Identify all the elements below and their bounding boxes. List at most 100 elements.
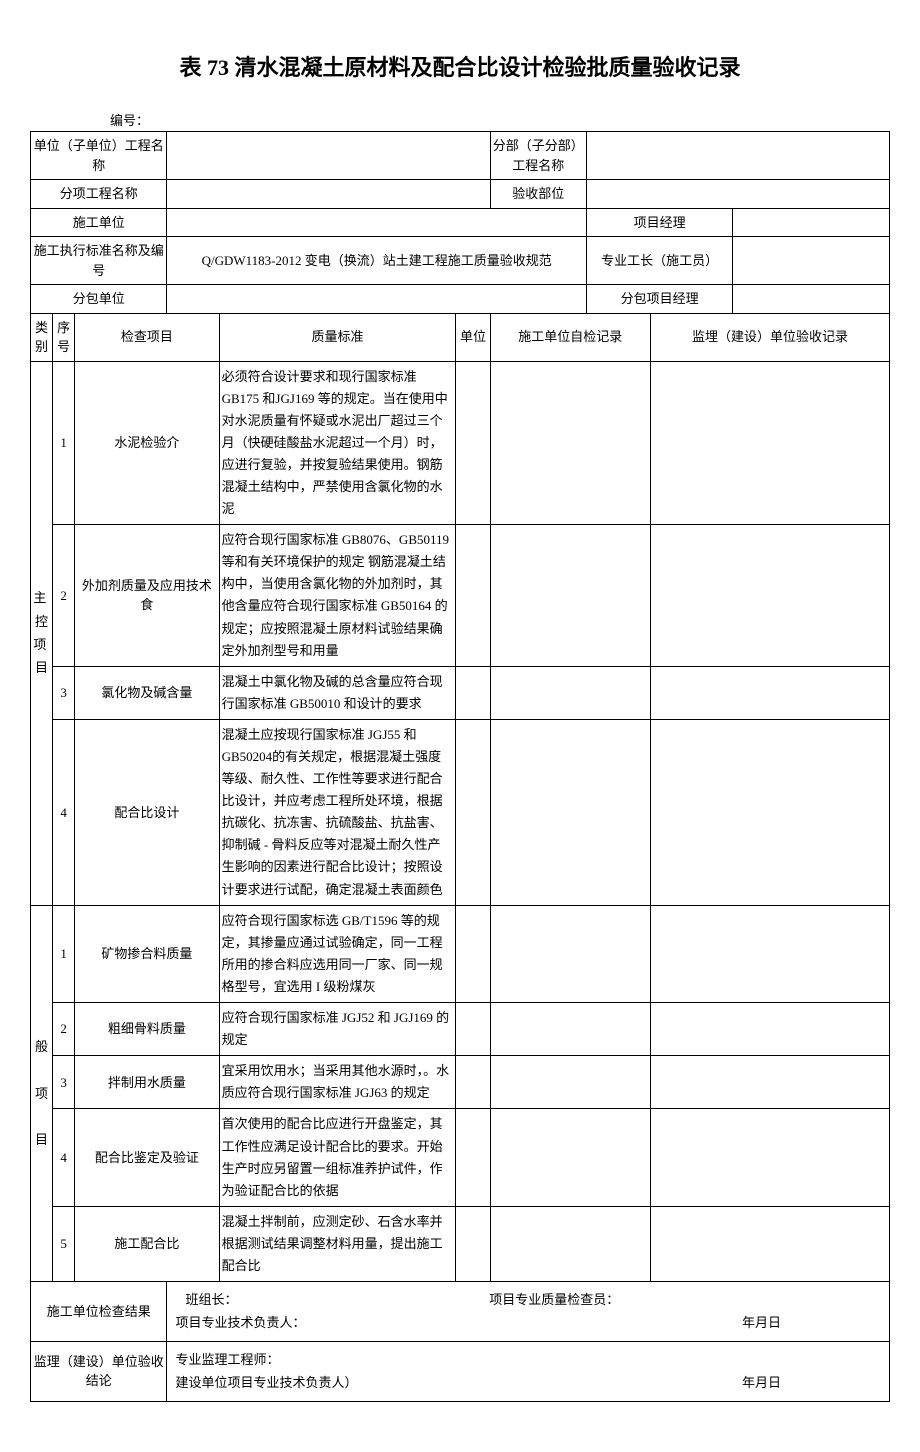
col-supervision: 监埋（建设）单位验收记录 — [651, 313, 890, 361]
seq: 3 — [53, 666, 75, 719]
doc-number-label: 编号： — [110, 110, 890, 129]
table-row: 5 施工配合比 混凝土拌制前，应测定砂、石含水率并根据测试结果调整材料用量，提出… — [31, 1206, 890, 1281]
table-row: 般项目 1 矿物掺合料质量 应符合现行国家标选 GB/T1596 等的规定，其掺… — [31, 905, 890, 1002]
construction-unit-value[interactable] — [167, 208, 586, 237]
check-item: 外加剂质量及应用技术食 — [75, 525, 220, 667]
standard-text: 混凝土中氯化物及碱的总含量应符合现行国家标准 GB50010 和设计的要求 — [219, 666, 456, 719]
table-row: 4 配合比鉴定及验证 首次使用的配合比应进行开盘鉴定，其工作性应满足设计配合比的… — [31, 1109, 890, 1206]
header-row: 单位（子单位）工程名称 分部（子分部）工程名称 — [31, 132, 890, 180]
pro-foreman-label: 专业工长（施工员） — [586, 237, 732, 285]
table-row: 3 拌制用水质量 宜采用饮用水；当采用其他水源时，。水质应符合现行国家标准 JG… — [31, 1056, 890, 1109]
supervisor-eng-label: 专业监理工程师： — [175, 1348, 881, 1371]
footer-row-check: 施工单位检查结果 班组长： 项目专业质量检查员： 项目专业技术负责人： 年月日 — [31, 1282, 890, 1342]
supervision-cell[interactable] — [651, 666, 890, 719]
self-check-cell[interactable] — [490, 1206, 651, 1281]
seq: 3 — [53, 1056, 75, 1109]
check-result-value[interactable]: 班组长： 项目专业质量检查员： 项目专业技术负责人： 年月日 — [167, 1282, 890, 1342]
date-label: 年月日 — [742, 1311, 781, 1334]
header-row: 分项工程名称 验收部位 — [31, 180, 890, 209]
unit-cell[interactable] — [456, 525, 490, 667]
supervision-cell[interactable] — [651, 1003, 890, 1056]
category-main: 主 控项 目 — [31, 361, 53, 905]
unit-cell[interactable] — [456, 666, 490, 719]
self-check-cell[interactable] — [490, 1003, 651, 1056]
header-row: 施工执行标准名称及编号 Q/GDW1183-2012 变电（换流）站土建工程施工… — [31, 237, 890, 285]
build-tech-leader-label: 建设单位项目专业技术负责人） — [175, 1375, 357, 1390]
header-row: 分包单位 分包项目经理 — [31, 285, 890, 314]
supervision-cell[interactable] — [651, 361, 890, 525]
unit-cell[interactable] — [456, 1003, 490, 1056]
supervision-cell[interactable] — [651, 1206, 890, 1281]
unit-project-value[interactable] — [167, 132, 490, 180]
unit-cell[interactable] — [456, 719, 490, 905]
unit-cell[interactable] — [456, 1206, 490, 1281]
col-self-check: 施工单位自检记录 — [490, 313, 651, 361]
construction-unit-label: 施工单位 — [31, 208, 167, 237]
standard-text: 混凝土应按现行国家标准 JGJ55 和 GB50204的有关规定，根据混凝土强度… — [219, 719, 456, 905]
seq: 5 — [53, 1206, 75, 1281]
table-row: 4 配合比设计 混凝土应按现行国家标准 JGJ55 和 GB50204的有关规定… — [31, 719, 890, 905]
standard-name-label: 施工执行标准名称及编号 — [31, 237, 167, 285]
project-manager-label: 项目经理 — [586, 208, 732, 237]
page-title: 表 73 清水混凝土原材料及配合比设计检验批质量验收记录 — [30, 50, 890, 82]
supervision-cell[interactable] — [651, 719, 890, 905]
check-result-label: 施工单位检查结果 — [31, 1282, 167, 1342]
supervision-cell[interactable] — [651, 905, 890, 1002]
seq: 4 — [53, 719, 75, 905]
check-item: 施工配合比 — [75, 1206, 220, 1281]
col-standard: 质量标准 — [219, 313, 456, 361]
self-check-cell[interactable] — [490, 905, 651, 1002]
unit-project-label: 单位（子单位）工程名称 — [31, 132, 167, 180]
unit-cell[interactable] — [456, 1109, 490, 1206]
item-project-label: 分项工程名称 — [31, 180, 167, 209]
column-header-row: 类别 序号 检查项目 质量标准 单位 施工单位自检记录 监埋（建设）单位验收记录 — [31, 313, 890, 361]
form-table: 单位（子单位）工程名称 分部（子分部）工程名称 分项工程名称 验收部位 施工单位… — [30, 131, 890, 1402]
self-check-cell[interactable] — [490, 1109, 651, 1206]
table-row: 主 控项 目 1 水泥检验介 必须符合设计要求和现行国家标准 GB175 和JG… — [31, 361, 890, 525]
item-project-value[interactable] — [167, 180, 490, 209]
subcontract-pm-value[interactable] — [733, 285, 890, 314]
table-row: 2 粗细骨料质量 应符合现行国家标准 JGJ52 和 JGJ169 的规定 — [31, 1003, 890, 1056]
subcontract-unit-value[interactable] — [167, 285, 586, 314]
standard-value: Q/GDW1183-2012 变电（换流）站土建工程施工质量验收规范 — [167, 237, 586, 285]
supervision-label: 监理（建设）单位验收结论 — [31, 1341, 167, 1401]
seq: 2 — [53, 1003, 75, 1056]
unit-cell[interactable] — [456, 1056, 490, 1109]
check-item: 矿物掺合料质量 — [75, 905, 220, 1002]
sub-project-label: 分部（子分部）工程名称 — [490, 132, 586, 180]
pro-foreman-value[interactable] — [733, 237, 890, 285]
check-item: 配合比鉴定及验证 — [75, 1109, 220, 1206]
supervision-cell[interactable] — [651, 1056, 890, 1109]
project-manager-value[interactable] — [733, 208, 890, 237]
self-check-cell[interactable] — [490, 1056, 651, 1109]
self-check-cell[interactable] — [490, 719, 651, 905]
standard-text: 应符合现行国家标选 GB/T1596 等的规定，其掺量应通过试验确定，同一工程所… — [219, 905, 456, 1002]
seq: 2 — [53, 525, 75, 667]
check-item: 氯化物及碱含量 — [75, 666, 220, 719]
acceptance-part-value[interactable] — [586, 180, 889, 209]
seq: 1 — [53, 361, 75, 525]
supervision-cell[interactable] — [651, 1109, 890, 1206]
check-item: 拌制用水质量 — [75, 1056, 220, 1109]
team-leader-label: 班组长： — [185, 1288, 237, 1311]
unit-cell[interactable] — [456, 361, 490, 525]
standard-text: 混凝土拌制前，应测定砂、石含水率并根据测试结果调整材料用量，提出施工配合比 — [219, 1206, 456, 1281]
standard-text: 宜采用饮用水；当采用其他水源时，。水质应符合现行国家标准 JGJ63 的规定 — [219, 1056, 456, 1109]
subcontract-pm-label: 分包项目经理 — [586, 285, 732, 314]
self-check-cell[interactable] — [490, 361, 651, 525]
subcontract-unit-label: 分包单位 — [31, 285, 167, 314]
supervision-value[interactable]: 专业监理工程师： 建设单位项目专业技术负责人） 年月日 — [167, 1341, 890, 1401]
self-check-cell[interactable] — [490, 666, 651, 719]
header-row: 施工单位 项目经理 — [31, 208, 890, 237]
sub-project-value[interactable] — [586, 132, 889, 180]
supervision-cell[interactable] — [651, 525, 890, 667]
col-category: 类别 — [31, 313, 53, 361]
acceptance-part-label: 验收部位 — [490, 180, 586, 209]
self-check-cell[interactable] — [490, 525, 651, 667]
footer-row-supervision: 监理（建设）单位验收结论 专业监理工程师： 建设单位项目专业技术负责人） 年月日 — [31, 1341, 890, 1401]
col-seq: 序号 — [53, 313, 75, 361]
table-row: 3 氯化物及碱含量 混凝土中氯化物及碱的总含量应符合现行国家标准 GB50010… — [31, 666, 890, 719]
col-item: 检查项目 — [75, 313, 220, 361]
unit-cell[interactable] — [456, 905, 490, 1002]
check-item: 粗细骨料质量 — [75, 1003, 220, 1056]
